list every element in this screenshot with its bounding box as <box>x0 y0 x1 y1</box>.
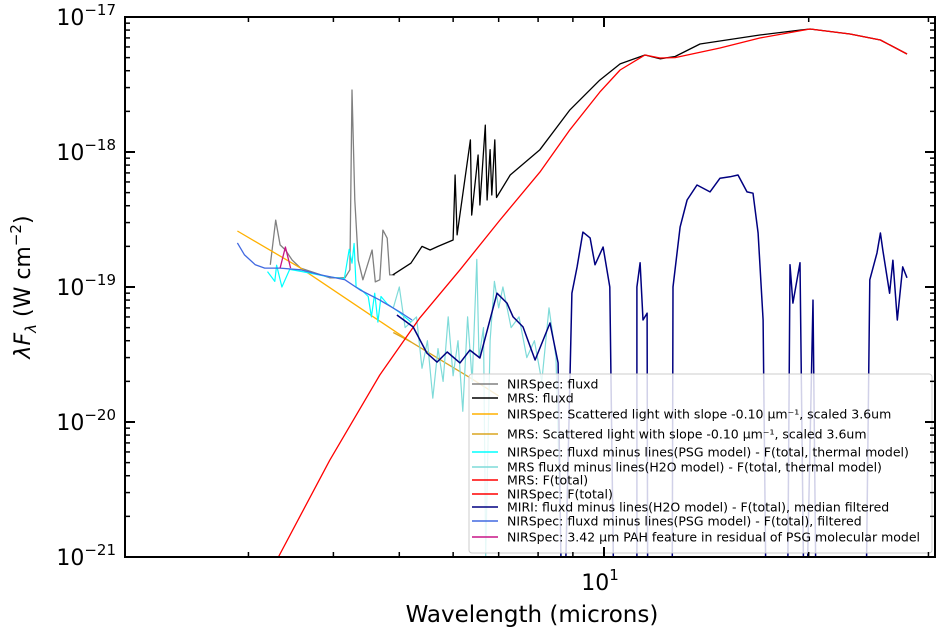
legend-label: MRS: Scattered light with slope -0.10 μm… <box>507 427 867 442</box>
y-tick-exp: −20 <box>84 406 116 424</box>
y-tick-exp: −17 <box>84 1 116 19</box>
series-line-5 <box>392 258 562 557</box>
series-layer <box>236 28 908 557</box>
legend-label: NIRSpec: Scattered light with slope -0.1… <box>507 407 891 422</box>
legend-label: NIRSpec: 3.42 μm PAH feature in residual… <box>507 530 920 545</box>
series-line-6 <box>271 28 908 557</box>
y-tick-base: 10 <box>56 411 84 436</box>
y-tick-exp: −21 <box>84 541 116 559</box>
x-tick-label: 101 <box>581 566 619 596</box>
series-line-8 <box>396 174 908 557</box>
y-tick-label: 10−19 <box>56 271 116 301</box>
series-line-2 <box>237 230 412 343</box>
legend-label: NIRSpec: fluxd minus lines(PSG model) - … <box>507 445 909 460</box>
y-label-unit: (W cm <box>11 246 36 324</box>
y-label-sub: λ <box>22 324 40 334</box>
x-tick-base: 10 <box>581 571 609 596</box>
y-tick-label: 10−18 <box>56 136 116 166</box>
y-tick-label: 10−21 <box>56 541 116 571</box>
y-tick-base: 10 <box>56 276 84 301</box>
y-tick-base: 10 <box>56 141 84 166</box>
x-tick-exp: 1 <box>609 566 619 584</box>
y-label-close: ) <box>11 215 36 224</box>
series-line-0 <box>269 89 396 283</box>
legend-label: NIRSpec: F(total) <box>507 487 613 502</box>
y-tick-exp: −19 <box>84 271 116 289</box>
legend-label: MIRI: fluxd minus lines(H2O model) - F(t… <box>507 500 889 515</box>
legend-label: NIRSpec: fluxd minus lines(PSG model) - … <box>507 514 862 529</box>
series-line-1 <box>392 28 908 276</box>
legend-label: NIRSpec: fluxd <box>507 377 598 392</box>
x-axis-label: Wavelength (microns) <box>406 602 659 628</box>
series-line-4 <box>267 242 412 323</box>
y-tick-label: 10−20 <box>56 406 116 436</box>
y-tick-label: 10−17 <box>56 1 116 31</box>
legend-box <box>468 373 933 554</box>
y-tick-base: 10 <box>56 546 84 571</box>
y-axis-label: λFλ (W cm−2) <box>7 215 40 359</box>
series-line-10 <box>279 246 292 269</box>
legend-label: MRS fluxd minus lines(H2O model) - F(tot… <box>507 460 882 475</box>
y-tick-base: 10 <box>56 6 84 31</box>
legend-label: MRS: fluxd <box>507 391 574 406</box>
series-line-9 <box>236 242 413 321</box>
legend-label: MRS: F(total) <box>507 473 588 488</box>
y-tick-exp: −18 <box>84 136 116 154</box>
y-label-exp: −2 <box>7 224 25 246</box>
y-label-main: λF <box>11 333 36 360</box>
